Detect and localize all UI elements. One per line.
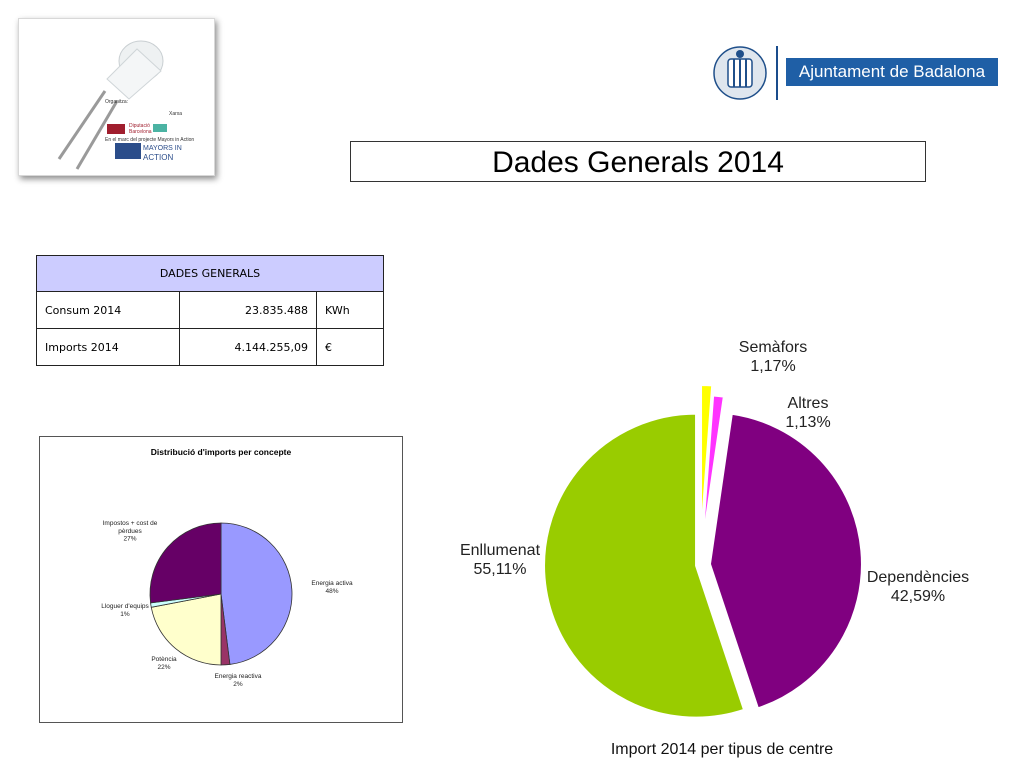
centre-type-pie-svg: Semàfors 1,17% Altres 1,13% Dependències 42,5… — [460, 339, 969, 758]
slice-label-line: Impostos + cost de — [103, 520, 158, 527]
chart-title: Import 2014 per tipus de centre — [611, 741, 833, 758]
slice-label-line: 27% — [123, 536, 136, 543]
brand-name: Ajuntament de Badalona — [786, 58, 998, 86]
page-title: Dades Generals 2014 — [350, 141, 926, 182]
pie-slice — [220, 522, 293, 665]
slice-label-line: 22% — [157, 664, 170, 671]
organitza-label: Organitza: — [105, 99, 129, 105]
pie-slice — [543, 412, 746, 719]
pie-slice — [708, 412, 863, 710]
pie-slice — [700, 384, 714, 538]
slice-label: Enllumenat 55,11% — [460, 542, 541, 578]
mayors-in-action-note: En el marc del projecte Mayors in Action — [105, 137, 195, 143]
slice-label-line: 42,59% — [891, 588, 945, 605]
slice-label-line: 55,11% — [473, 561, 526, 578]
slice-label-line: Energia reactiva — [215, 673, 262, 680]
slice-label-line: Dependències — [867, 569, 969, 586]
pie-slice-group — [700, 394, 725, 548]
pie-slice — [149, 522, 222, 604]
project-logo-card: Organitza: Diputació Barcelona Xarxa En … — [18, 18, 215, 176]
slice-label: Dependències 42,59% — [867, 569, 969, 605]
slice-label-line: 1% — [120, 611, 130, 618]
coat-of-arms-icon — [713, 46, 767, 100]
table-header-row: DADES GENERALS — [36, 255, 384, 292]
slice-label-line: Enllumenat — [460, 542, 541, 559]
diputacio-label: Diputació Barcelona — [129, 123, 152, 135]
xarxa-label: Xarxa — [169, 111, 183, 117]
row-value: 23.835.488 — [179, 291, 317, 329]
pie-slice-group — [700, 384, 714, 538]
slice-label-line: Semàfors — [739, 339, 807, 356]
pie-slice-group — [543, 412, 746, 719]
slice-label-line: Lloguer d'equips — [101, 603, 149, 610]
slice-label: Potència 22% — [151, 656, 177, 671]
mayors-logo-text: MAYORS IN — [143, 145, 182, 152]
centre-type-pie-chart: Semàfors 1,17% Altres 1,13% Dependències 42,5… — [430, 320, 1010, 768]
concept-pie-svg: Distribució d'imports per concepte Energi… — [101, 447, 353, 688]
slice-label-line: Altres — [788, 395, 829, 412]
slice-label-line: 2% — [233, 681, 243, 688]
table-header: DADES GENERALS — [36, 255, 384, 292]
slice-label: Impostos + cost de pèrdues 27% — [103, 520, 158, 543]
table-row: Imports 2014 4.144.255,09 € — [36, 328, 384, 366]
slice-label: Energia reactiva 2% — [215, 673, 262, 688]
row-label: Imports 2014 — [36, 328, 180, 366]
slice-label-line: 1,13% — [785, 414, 830, 431]
brand-divider — [776, 46, 778, 100]
slice-label-line: 48% — [325, 588, 338, 595]
pie-slice — [700, 394, 725, 548]
table-row: Consum 2014 23.835.488 KWh — [36, 291, 384, 329]
row-value: 4.144.255,09 — [179, 328, 317, 366]
slice-label: Semàfors 1,17% — [739, 339, 807, 375]
slice-label-line: pèrdues — [118, 528, 142, 535]
concept-pie-chart: Distribució d'imports per concepte Energi… — [39, 436, 403, 723]
slice-label-line: 1,17% — [750, 358, 795, 375]
slice-label: Altres 1,13% — [785, 395, 830, 431]
pie-slice — [150, 593, 222, 666]
action-logo-text: ACTION — [143, 153, 174, 162]
row-unit: € — [316, 328, 384, 366]
slice-label: Lloguer d'equips 1% — [101, 603, 149, 618]
general-data-table: DADES GENERALS Consum 2014 23.835.488 KW… — [36, 255, 384, 366]
row-label: Consum 2014 — [36, 291, 180, 329]
chart-title: Distribució d'imports per concepte — [151, 447, 292, 457]
slice-label-line: Potència — [151, 656, 177, 663]
pie-slice-group — [708, 412, 863, 710]
slice-label: Energia activa 48% — [311, 580, 353, 595]
ajuntament-logo: Ajuntament de Badalona — [712, 42, 1002, 104]
slice-label-line: Energia activa — [311, 580, 353, 587]
row-unit: KWh — [316, 291, 384, 329]
led-illustration — [57, 40, 167, 170]
